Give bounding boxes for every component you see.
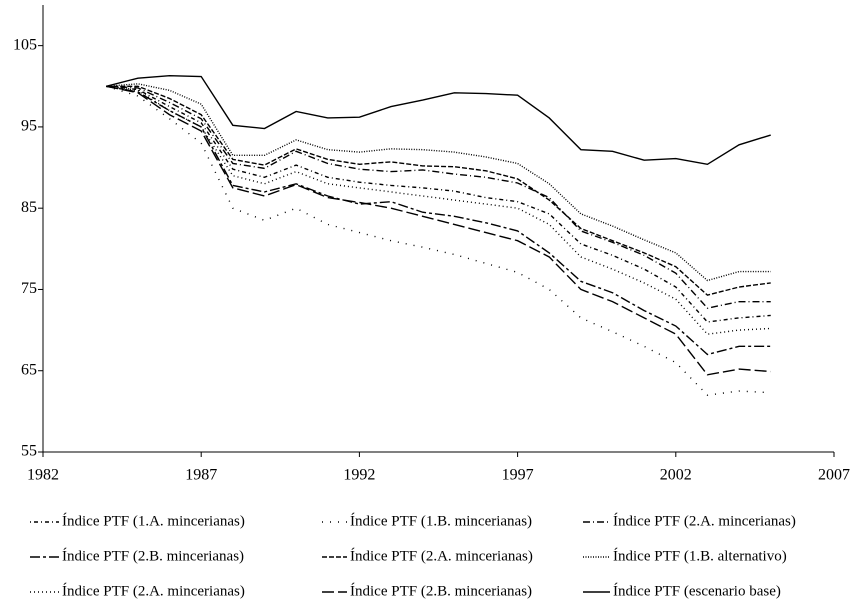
legend-label: Índice PTF (2.A. mincerianas) <box>62 582 245 599</box>
y-tick-label: 75 <box>21 280 37 297</box>
x-tick-label: 1992 <box>343 467 375 484</box>
series-line <box>106 85 771 356</box>
x-tick-label: 2002 <box>660 467 692 484</box>
series-line <box>106 85 771 396</box>
legend-label: Índice PTF (2.A. mincerianas) <box>613 512 796 529</box>
series-line <box>106 85 771 376</box>
y-tick-label: 85 <box>21 199 37 216</box>
legend-label: Índice PTF (1.B. mincerianas) <box>350 512 532 529</box>
y-tick-label: 65 <box>21 361 37 378</box>
legend-label: Índice PTF (escenario base) <box>613 582 781 599</box>
series-line <box>106 85 771 335</box>
series-line <box>106 83 771 282</box>
legend-label: Índice PTF (2.B. mincerianas) <box>350 582 532 599</box>
series-line <box>106 85 771 296</box>
x-tick-label: 1997 <box>502 467 534 484</box>
series-line <box>106 85 771 309</box>
legend-label: Índice PTF (2.A. mincerianas) <box>350 547 533 564</box>
x-tick-label: 1987 <box>185 467 217 484</box>
y-tick-label: 105 <box>13 36 37 53</box>
y-tick-label: 95 <box>21 118 37 135</box>
legend-label: Índice PTF (1.A. mincerianas) <box>62 512 245 529</box>
x-tick-label: 2007 <box>818 467 850 484</box>
x-tick-label: 1982 <box>27 467 59 484</box>
y-tick-label: 55 <box>21 443 37 460</box>
series-line <box>106 75 771 166</box>
legend-label: Índice PTF (2.B. mincerianas) <box>62 547 244 564</box>
legend-label: Índice PTF (1.B. alternativo) <box>613 547 787 564</box>
